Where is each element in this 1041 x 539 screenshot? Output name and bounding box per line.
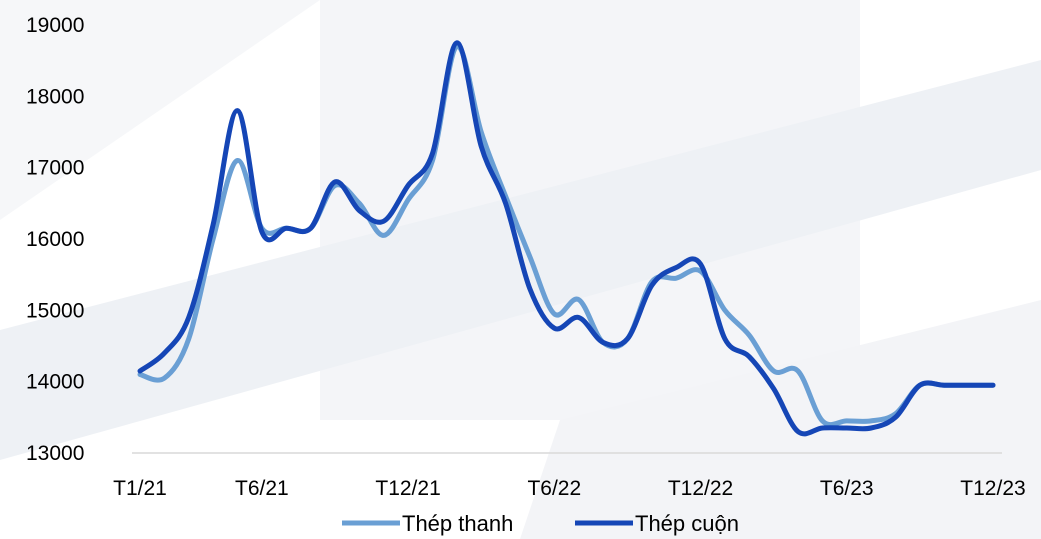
x-tick-label: T12/22	[668, 477, 733, 500]
y-tick-label: 13000	[26, 442, 84, 465]
x-axis-ticks: T1/21 T6/21 T12/21 T6/22 T12/22 T6/23 T12/23	[113, 477, 1026, 500]
x-tick-label: T6/23	[820, 477, 874, 500]
legend: Thép thanh Thép cuộn	[342, 511, 739, 536]
y-tick-label: 17000	[26, 157, 84, 180]
y-tick-label: 14000	[26, 371, 84, 394]
x-tick-label: T6/21	[235, 477, 289, 500]
y-tick-label: 16000	[26, 228, 84, 251]
y-axis-ticks: 13000 14000 15000 16000 17000 18000 19000	[26, 14, 84, 465]
y-tick-label: 19000	[26, 14, 84, 37]
legend-label-thep-cuon: Thép cuộn	[635, 511, 739, 536]
y-tick-label: 18000	[26, 85, 84, 108]
x-tick-label: T6/22	[527, 477, 581, 500]
y-tick-label: 15000	[26, 299, 84, 322]
legend-label-thep-thanh: Thép thanh	[402, 511, 513, 536]
series-lines	[137, 40, 996, 437]
x-tick-label: T12/23	[960, 477, 1025, 500]
x-tick-label: T12/21	[375, 477, 440, 500]
x-tick-label: T1/21	[113, 477, 167, 500]
series-line-thep-thanh	[137, 43, 996, 428]
series-line-thep-cuon	[137, 40, 996, 437]
